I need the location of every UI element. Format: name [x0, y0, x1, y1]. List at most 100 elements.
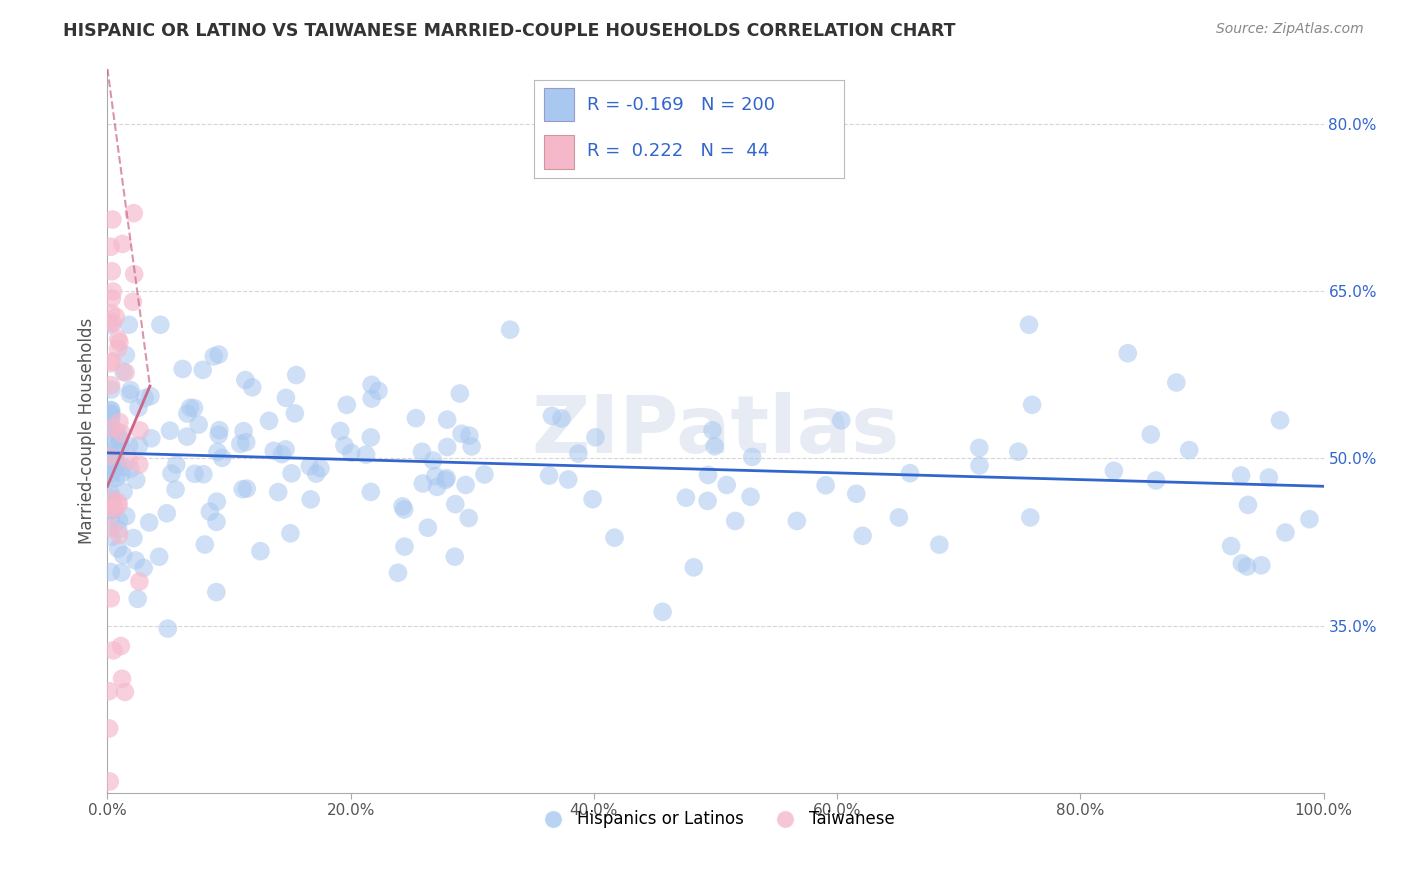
Point — [127, 591, 149, 606]
Point — [450, 426, 472, 441]
Point — [1220, 539, 1243, 553]
Text: R = -0.169   N = 200: R = -0.169 N = 200 — [586, 95, 775, 114]
Point — [100, 407, 122, 421]
Point — [104, 462, 127, 476]
Point — [405, 411, 427, 425]
Point — [305, 467, 328, 481]
Point — [412, 476, 434, 491]
Point — [100, 591, 122, 606]
Point — [208, 347, 231, 361]
Point — [557, 473, 579, 487]
Point — [112, 365, 135, 379]
Point — [107, 541, 129, 556]
Point — [457, 511, 479, 525]
Point — [100, 450, 122, 464]
Point — [550, 411, 572, 425]
Point — [284, 406, 307, 420]
Point — [274, 442, 297, 457]
Point — [1144, 474, 1167, 488]
Point — [110, 639, 132, 653]
Point — [100, 503, 122, 517]
Point — [125, 473, 148, 487]
Point — [852, 529, 875, 543]
Point — [120, 462, 142, 476]
Point — [112, 460, 135, 475]
Point — [110, 566, 132, 580]
Point — [118, 318, 141, 332]
Point — [716, 478, 738, 492]
Point — [249, 544, 271, 558]
Point — [128, 438, 150, 452]
Point — [107, 457, 129, 471]
Point — [830, 413, 852, 427]
Point — [100, 306, 122, 320]
Point — [583, 430, 606, 444]
Point — [236, 482, 259, 496]
Point — [100, 493, 122, 508]
Point — [329, 424, 352, 438]
Point — [100, 458, 122, 473]
Point — [139, 389, 162, 403]
Point — [118, 387, 141, 401]
Point — [1116, 346, 1139, 360]
Point — [340, 446, 363, 460]
Point — [104, 310, 127, 324]
Point — [1268, 413, 1291, 427]
Point — [107, 523, 129, 537]
Point — [193, 467, 215, 482]
Point — [969, 458, 991, 473]
Point — [1250, 558, 1272, 573]
Point — [100, 501, 122, 516]
Point — [675, 491, 697, 505]
Point — [354, 448, 377, 462]
Point — [285, 368, 308, 382]
Text: ZIPatlas: ZIPatlas — [531, 392, 900, 469]
Point — [176, 429, 198, 443]
Point — [603, 531, 626, 545]
Bar — [544, 88, 575, 121]
Point — [436, 412, 458, 426]
Point — [111, 236, 134, 251]
Point — [100, 565, 122, 579]
Point — [108, 513, 131, 527]
Point — [104, 451, 127, 466]
Point — [845, 487, 868, 501]
Point — [191, 363, 214, 377]
Point — [387, 566, 409, 580]
Point — [122, 294, 145, 309]
Point — [100, 434, 122, 448]
Point — [499, 323, 522, 337]
Point — [100, 318, 122, 332]
Point — [172, 362, 194, 376]
Point — [101, 500, 124, 514]
Point — [101, 354, 124, 368]
Point — [165, 483, 187, 497]
Point — [724, 514, 747, 528]
Point — [1139, 427, 1161, 442]
Point — [100, 403, 122, 417]
Point — [97, 500, 120, 515]
Legend: Hispanics or Latinos, Taiwanese: Hispanics or Latinos, Taiwanese — [530, 804, 901, 835]
Point — [100, 446, 122, 460]
Point — [887, 510, 910, 524]
Point — [360, 484, 382, 499]
Point — [567, 447, 589, 461]
Point — [101, 421, 124, 435]
Point — [541, 409, 564, 423]
Point — [112, 484, 135, 499]
Point — [426, 480, 449, 494]
Point — [183, 401, 205, 415]
Point — [122, 267, 145, 281]
Point — [394, 540, 416, 554]
Point — [108, 528, 131, 542]
Point — [274, 391, 297, 405]
Point — [360, 392, 382, 406]
Point — [391, 500, 413, 514]
Point — [141, 431, 163, 445]
Point — [538, 468, 561, 483]
Point — [100, 409, 122, 424]
Point — [104, 501, 127, 516]
Point — [1018, 318, 1040, 332]
Point — [263, 443, 285, 458]
Point — [98, 450, 121, 464]
